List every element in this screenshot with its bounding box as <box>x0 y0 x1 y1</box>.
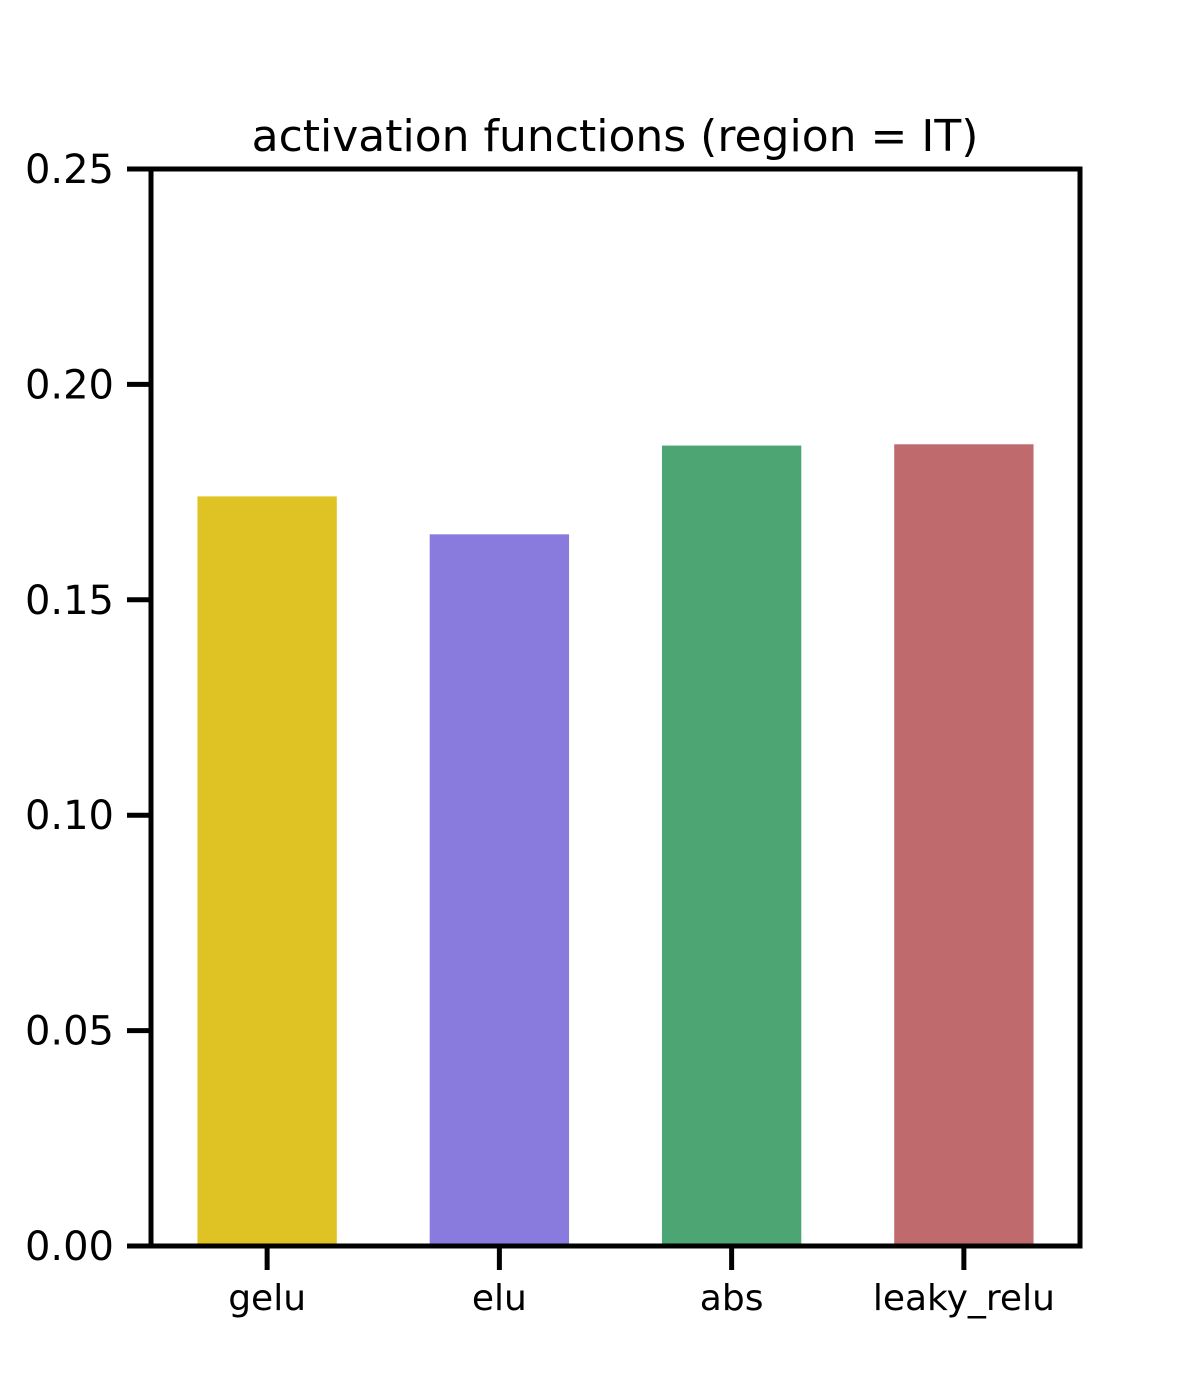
bar-elu <box>429 534 570 1246</box>
y-tick-label: 0.25 <box>25 147 114 193</box>
plot-frame <box>148 166 1083 1249</box>
y-axis: 0.00 0.05 0.10 0.15 0.20 0.25 <box>25 147 151 1270</box>
bar-abs <box>661 445 802 1246</box>
x-tick-label: abs <box>700 1278 764 1319</box>
y-tick-label: 0.00 <box>25 1224 114 1270</box>
chart-title: activation functions (region = IT) <box>252 111 979 162</box>
y-tick-label: 0.15 <box>25 578 114 624</box>
x-axis: gelu elu abs leaky_relu <box>228 1246 1055 1319</box>
y-tick-label: 0.05 <box>25 1009 114 1055</box>
x-tick-label: elu <box>472 1278 527 1319</box>
y-tick-label: 0.10 <box>25 793 114 839</box>
bars-group <box>197 444 1034 1247</box>
x-tick-label: leaky_relu <box>873 1278 1055 1319</box>
bar-gelu <box>197 496 337 1247</box>
x-tick-label: gelu <box>228 1278 306 1319</box>
y-tick-label: 0.20 <box>25 362 114 408</box>
bar-leaky-relu <box>894 444 1034 1246</box>
